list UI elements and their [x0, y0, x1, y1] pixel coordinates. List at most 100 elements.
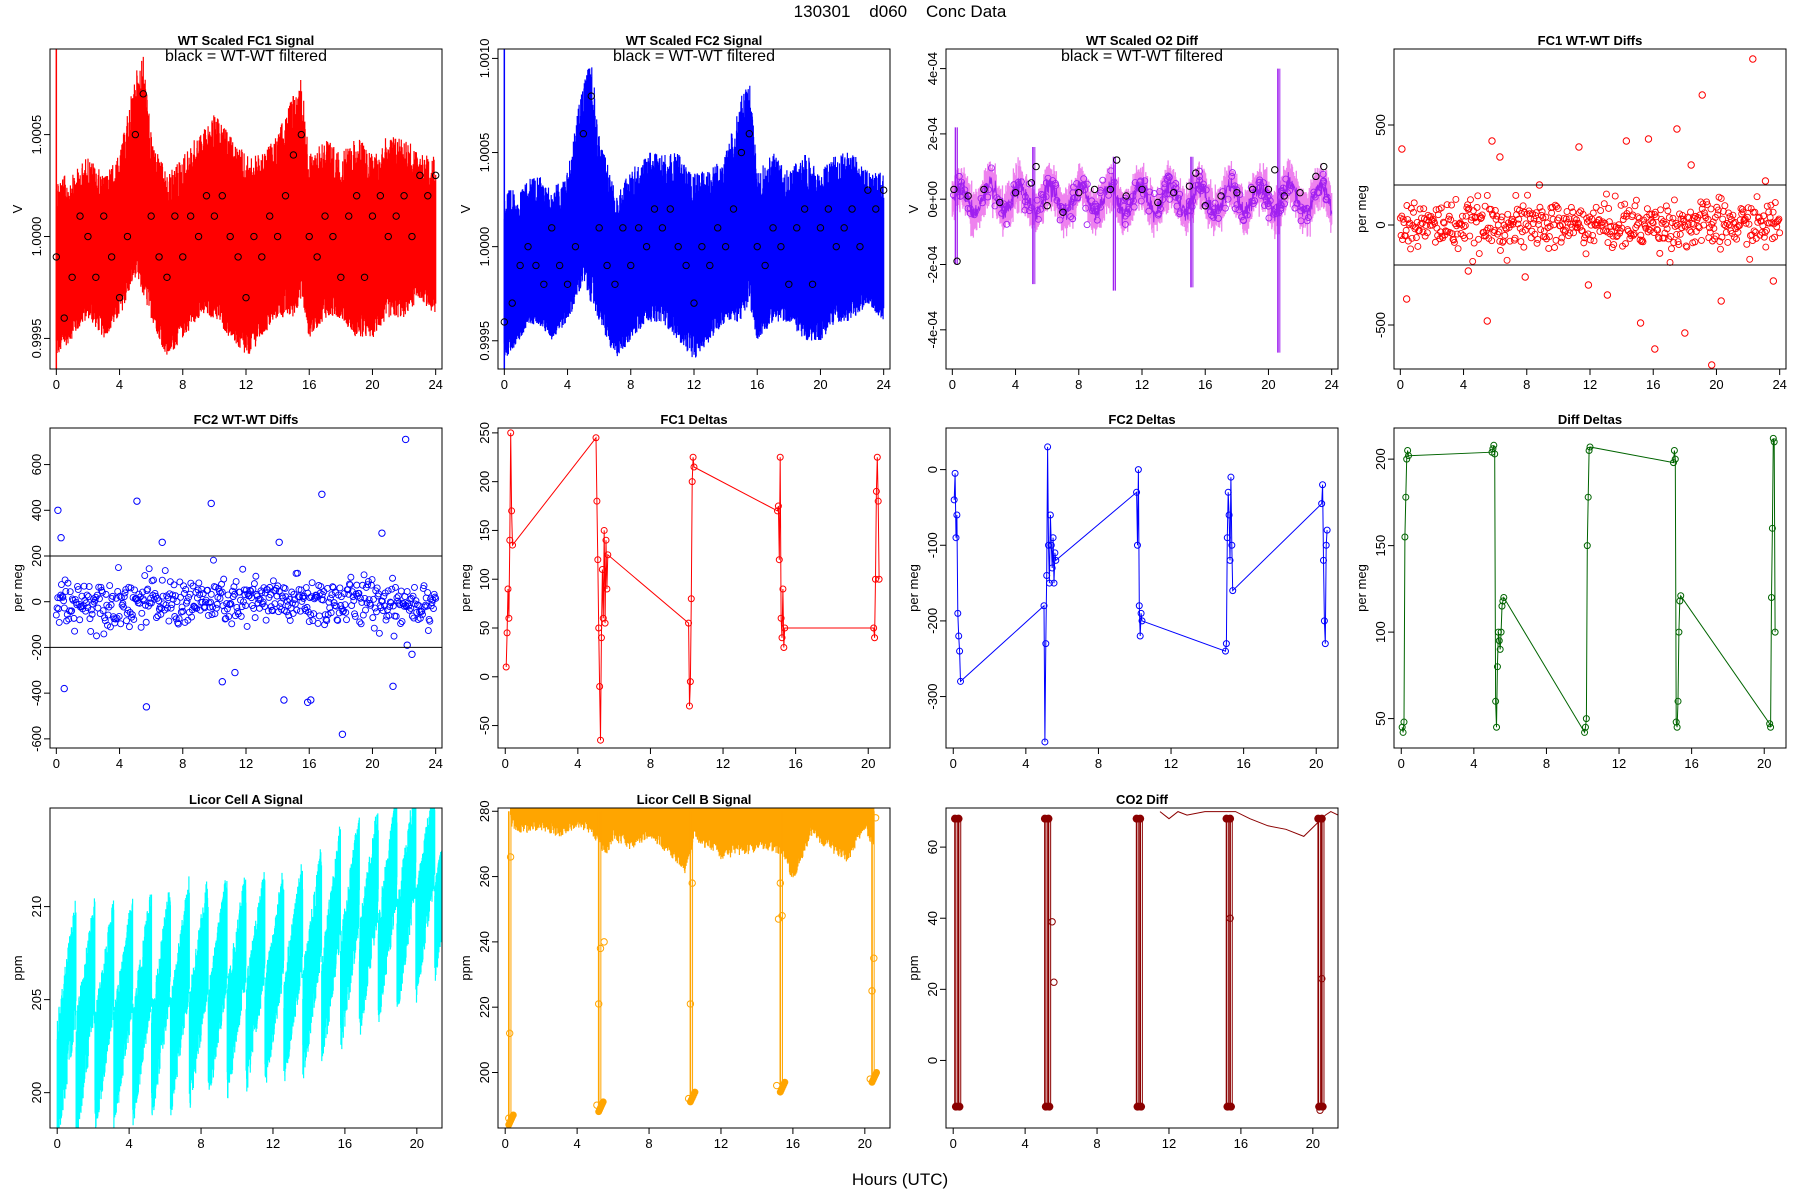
data-point	[991, 202, 999, 210]
chart-fc1-wtwt-diffs: FC1 WT-WT Diffs 0 4 8 12 16 20 24 -500 0 500 per me…	[1354, 33, 1787, 392]
x-tick-label: 0	[53, 756, 60, 771]
data-point	[1584, 493, 1592, 501]
data-point	[1483, 226, 1491, 234]
data-point	[773, 507, 781, 515]
data-point	[1644, 135, 1653, 143]
y-tick-label: 150	[1373, 535, 1388, 557]
data-point	[1493, 212, 1501, 220]
x-tick-label: 20	[1306, 1136, 1320, 1151]
data-point	[1404, 446, 1412, 454]
data-point	[1223, 534, 1231, 542]
data-point	[1272, 210, 1280, 218]
data-point	[334, 616, 342, 624]
data-point	[126, 609, 134, 616]
data-point	[1088, 197, 1096, 205]
data-point	[1634, 213, 1642, 221]
data-point	[1521, 273, 1529, 281]
data-point	[1042, 179, 1050, 187]
data-point	[600, 526, 608, 534]
data-point	[419, 610, 426, 618]
data-point	[1248, 185, 1257, 194]
data-point	[592, 434, 600, 442]
data-point	[1304, 214, 1312, 222]
y-tick-label: -500	[1373, 312, 1388, 338]
data-point	[1197, 187, 1205, 195]
x-tick-label: 20	[813, 377, 827, 392]
y-tick-label: 0	[925, 466, 940, 473]
data-point	[1502, 224, 1510, 232]
data-point	[1130, 203, 1138, 211]
data-point	[1646, 226, 1654, 234]
data-point	[1126, 198, 1134, 206]
data-point	[1583, 542, 1591, 550]
plot-area	[502, 429, 883, 744]
data-point	[266, 212, 274, 220]
data-point	[179, 607, 187, 615]
plot-frame	[497, 427, 891, 749]
x-tick-label: 0	[501, 377, 508, 392]
data-point	[163, 604, 171, 612]
data-point	[1194, 181, 1202, 189]
data-point	[987, 164, 995, 172]
data-point	[419, 585, 427, 592]
data-point	[686, 678, 694, 686]
y-tick-label: -400	[29, 680, 44, 706]
data-point	[1226, 914, 1234, 922]
data-point	[1319, 170, 1327, 178]
data-point	[1270, 210, 1278, 218]
data-point	[1700, 209, 1708, 217]
data-point	[1241, 209, 1249, 217]
data-point	[1420, 205, 1428, 213]
data-point	[432, 594, 440, 602]
plot-area	[52, 49, 440, 369]
data-point	[1741, 215, 1749, 223]
data-point	[1632, 196, 1640, 204]
data-point	[412, 597, 420, 605]
data-point	[430, 605, 437, 613]
data-point	[1649, 218, 1656, 226]
y-tick-label: 20	[925, 982, 940, 996]
data-point	[1132, 814, 1141, 823]
y-axis-label: V	[10, 204, 25, 213]
data-point	[1746, 255, 1754, 263]
data-point	[1599, 218, 1607, 226]
y-tick-label: 600	[29, 454, 44, 476]
data-point	[1743, 240, 1751, 248]
plot-frame	[1393, 48, 1787, 370]
data-point	[595, 224, 603, 232]
data-point	[328, 591, 336, 599]
data-point	[340, 607, 348, 615]
data-point	[1484, 224, 1492, 232]
data-point	[1224, 488, 1232, 496]
data-point	[252, 572, 260, 580]
x-tick-label: 0	[949, 377, 956, 392]
plot-frame	[945, 48, 1339, 370]
data-point	[1042, 193, 1050, 201]
data-point	[226, 599, 234, 607]
data-point	[1460, 223, 1468, 231]
series-line	[953, 446, 1328, 742]
data-point	[1319, 181, 1327, 189]
data-point	[1214, 214, 1222, 222]
x-tick-label: 12	[1583, 377, 1597, 392]
data-point	[500, 318, 509, 326]
data-point	[777, 614, 785, 622]
x-tick-label: 8	[1543, 756, 1550, 771]
data-point	[128, 611, 136, 619]
data-point	[674, 242, 682, 251]
plot-area	[950, 443, 1331, 746]
data-point	[53, 604, 61, 612]
data-point	[1083, 221, 1091, 229]
data-point	[690, 299, 698, 307]
data-point	[1264, 193, 1271, 200]
data-point	[1137, 1102, 1146, 1111]
data-point	[1496, 153, 1504, 161]
data-point	[115, 612, 123, 620]
data-point	[1082, 204, 1090, 212]
data-point	[120, 593, 128, 601]
data-point	[1554, 216, 1561, 224]
data-point	[1533, 239, 1541, 247]
data-point	[352, 192, 361, 200]
data-point	[1769, 208, 1777, 216]
data-point	[1478, 211, 1486, 219]
